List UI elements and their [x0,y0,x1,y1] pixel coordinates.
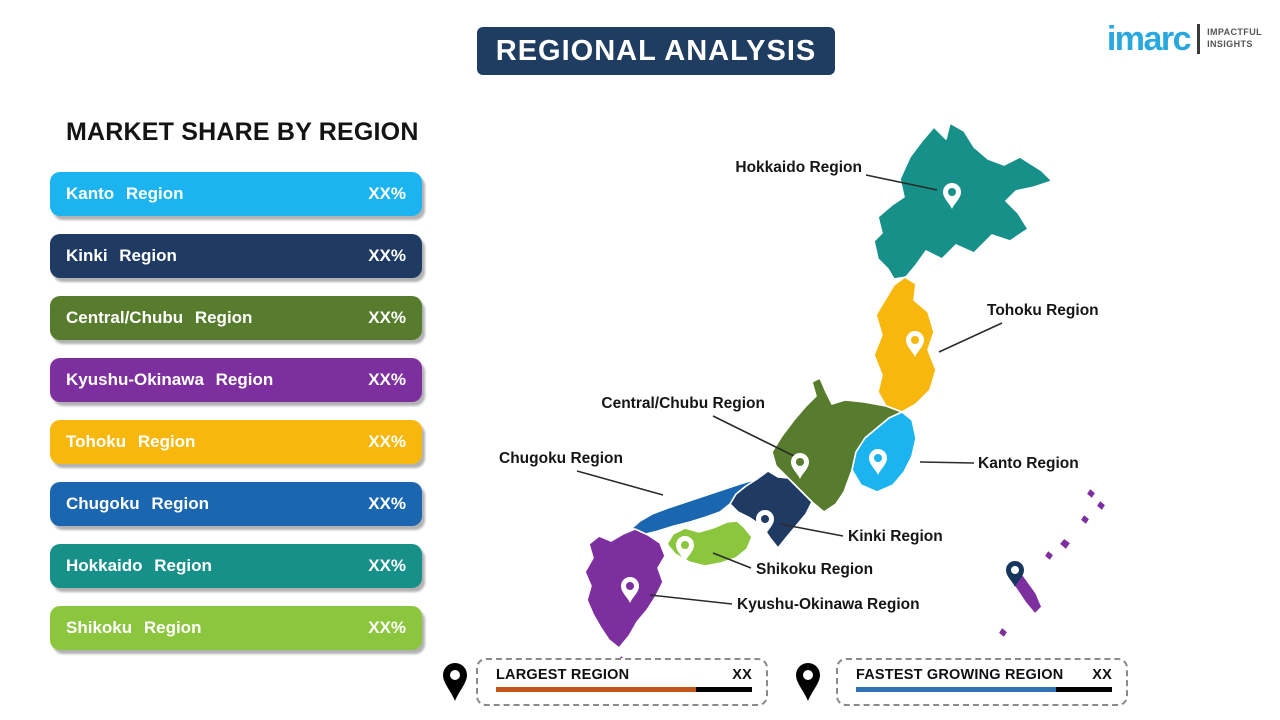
share-row-label: Chugoku Region [66,494,209,513]
share-row-label: Kyushu-Okinawa Region [66,370,274,389]
share-row-kanto: Kanto Region XX% [50,172,422,216]
largest-region-bar-end [696,687,752,692]
logo-tagline-line2: INSIGHTS [1207,39,1253,49]
region-shape-hokkaido [873,122,1053,280]
callout-line-kinki [779,523,844,537]
map-label-kinki: Kinki Region [848,528,943,545]
callout-line-hokkaido [865,174,938,191]
map-label-hokkaido: Hokkaido Region [735,159,862,176]
share-row-value: XX% [368,556,406,575]
share-row-value: XX% [368,370,406,389]
japan-map: Hokkaido Region Tohoku Region Kanto Regi… [499,122,1107,667]
fastest-growing-bar [856,687,1112,692]
okinawa-island [997,626,1009,639]
fastest-growing-bar-main [856,687,1056,692]
callout-line-kanto [919,461,975,464]
map-label-chugoku: Chugoku Region [499,450,623,467]
okinawa-island [1058,537,1072,551]
callout-line-tohoku [938,322,1003,353]
share-row-label: Tohoku Region [66,432,196,451]
region-shape-tohoku [873,276,937,413]
share-row-value: XX% [368,246,406,265]
share-row-kyushu-okinawa: Kyushu-Okinawa Region XX% [50,358,422,402]
imarc-logo: imarc IMPACTFUL INSIGHTS [1107,22,1262,56]
okinawa-island [1085,487,1097,500]
share-row-hokkaido: Hokkaido Region XX% [50,544,422,588]
callout-line-chubu [712,415,795,457]
share-row-value: XX% [368,184,406,203]
share-row-chubu: Central/Chubu Region XX% [50,296,422,340]
map-pin-kinki-icon [756,510,774,536]
logo-tagline: IMPACTFUL INSIGHTS [1207,27,1262,50]
share-row-value: XX% [368,432,406,451]
map-pin-kyushu-icon [621,577,639,603]
map-label-kyushu-okinawa: Kyushu-Okinawa Region [737,596,920,613]
fastest-growing-value: XX [1092,667,1112,683]
callout-line-kyushu-okinawa [649,594,733,605]
largest-region-pin-icon [443,663,467,701]
map-pin-chubu-icon [791,453,809,479]
map-pin-tohoku-icon [906,331,924,357]
market-share-list: Kanto Region XX% Kinki Region XX% Centra… [50,172,422,650]
callout-line-shikoku [712,552,752,569]
logo-tagline-line1: IMPACTFUL [1207,27,1262,38]
fastest-growing-pin-icon [796,663,820,701]
share-row-label: Kinki Region [66,246,177,265]
okinawa-island [1043,549,1055,562]
largest-region-value: XX [732,667,752,683]
map-label-kanto: Kanto Region [978,455,1079,472]
largest-region-bar-main [496,687,696,692]
largest-region-bar [496,687,752,692]
market-share-heading: MARKET SHARE BY REGION [66,118,419,146]
share-row-value: XX% [368,308,406,327]
share-row-label: Shikoku Region [66,618,202,637]
share-row-chugoku: Chugoku Region XX% [50,482,422,526]
okinawa-island [1079,513,1091,526]
share-row-label: Central/Chubu Region [66,308,253,327]
share-row-label: Hokkaido Region [66,556,212,575]
map-label-chubu: Central/Chubu Region [601,395,765,412]
map-pin-kanto-icon [869,449,887,475]
logo-divider [1197,24,1201,54]
share-row-value: XX% [368,618,406,637]
share-row-tohoku: Tohoku Region XX% [50,420,422,464]
share-row-kinki: Kinki Region XX% [50,234,422,278]
map-pin-hokkaido-icon [943,183,961,209]
map-pin-okinawa-icon [1006,561,1024,587]
fastest-growing-bar-end [1056,687,1112,692]
imarc-logo-text: imarc [1106,20,1192,58]
fastest-growing-label: FASTEST GROWING REGION [856,667,1064,683]
largest-region-label: LARGEST REGION [496,667,630,683]
largest-region-legend: LARGEST REGION XX [476,658,768,706]
map-label-shikoku: Shikoku Region [756,561,873,578]
okinawa-island [1095,499,1107,512]
share-row-label: Kanto Region [66,184,184,203]
fastest-growing-legend: FASTEST GROWING REGION XX [836,658,1128,706]
page-title: REGIONAL ANALYSIS [477,27,835,75]
map-pin-shikoku-icon [676,536,694,562]
share-row-value: XX% [368,494,406,513]
share-row-shikoku: Shikoku Region XX% [50,606,422,650]
map-label-tohoku: Tohoku Region [987,302,1099,319]
region-shape-kinki [729,470,813,549]
callout-line-chugoku [576,470,664,496]
